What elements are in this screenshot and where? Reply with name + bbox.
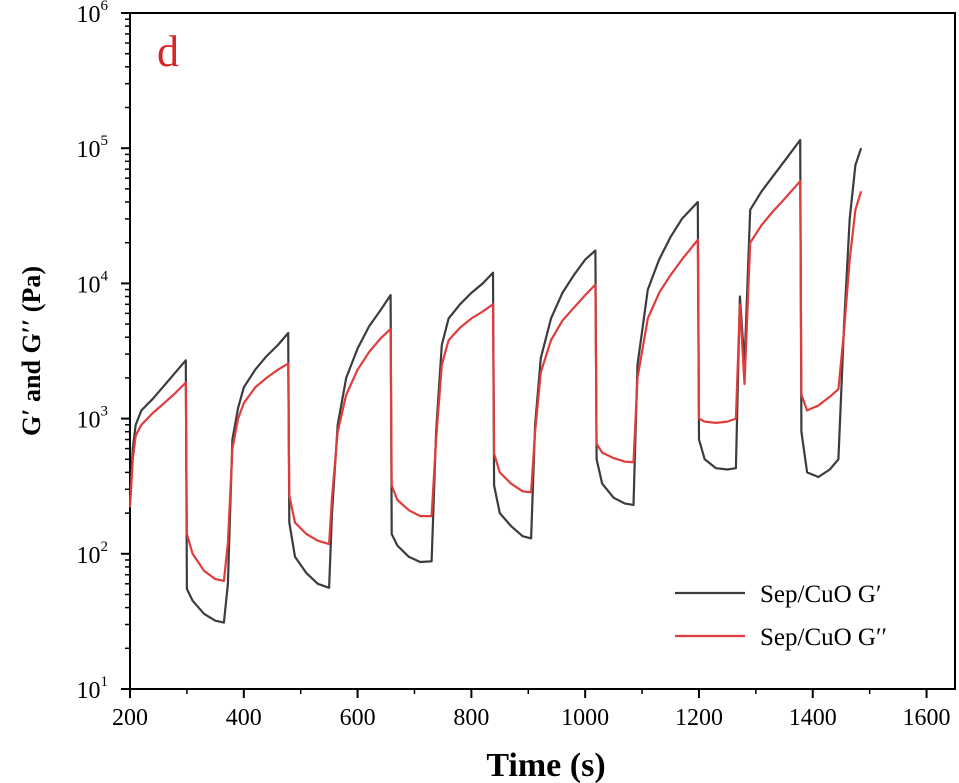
x-axis-title: Time (s): [486, 747, 605, 783]
x-tick-label: 1000: [561, 705, 609, 731]
panel-label: d: [157, 27, 179, 76]
x-tick-label: 1200: [675, 705, 723, 731]
x-tick-label: 200: [112, 705, 148, 731]
y-tick-label: 102: [77, 539, 109, 569]
x-tick-label: 1600: [903, 705, 951, 731]
y-axis: 101 102 103 104 105 106: [77, 0, 130, 704]
legend-label-1: Sep/CuO G′: [760, 581, 881, 608]
legend: Sep/CuO G′ Sep/CuO G′′: [675, 581, 887, 651]
y-tick-label: 106: [77, 0, 109, 28]
series-line-1: [128, 138, 863, 624]
y-tick-label: 104: [77, 268, 109, 298]
y-tick-label: 105: [77, 133, 109, 163]
x-axis: 200 400 600 800 1000 1200 1400 1600: [112, 689, 951, 731]
x-tick-label: 400: [226, 705, 262, 731]
legend-label-2: Sep/CuO G′′: [760, 624, 887, 651]
y-tick-label: 101: [77, 674, 109, 704]
series-group: [128, 138, 863, 624]
y-axis-title: G′ and G′′ (Pa): [17, 266, 46, 436]
series-line-2: [128, 180, 863, 582]
x-tick-label: 800: [453, 705, 489, 731]
x-tick-label: 600: [340, 705, 376, 731]
plot-frame: [129, 12, 956, 690]
y-tick-label: 103: [77, 404, 109, 434]
x-tick-label: 1400: [789, 705, 837, 731]
